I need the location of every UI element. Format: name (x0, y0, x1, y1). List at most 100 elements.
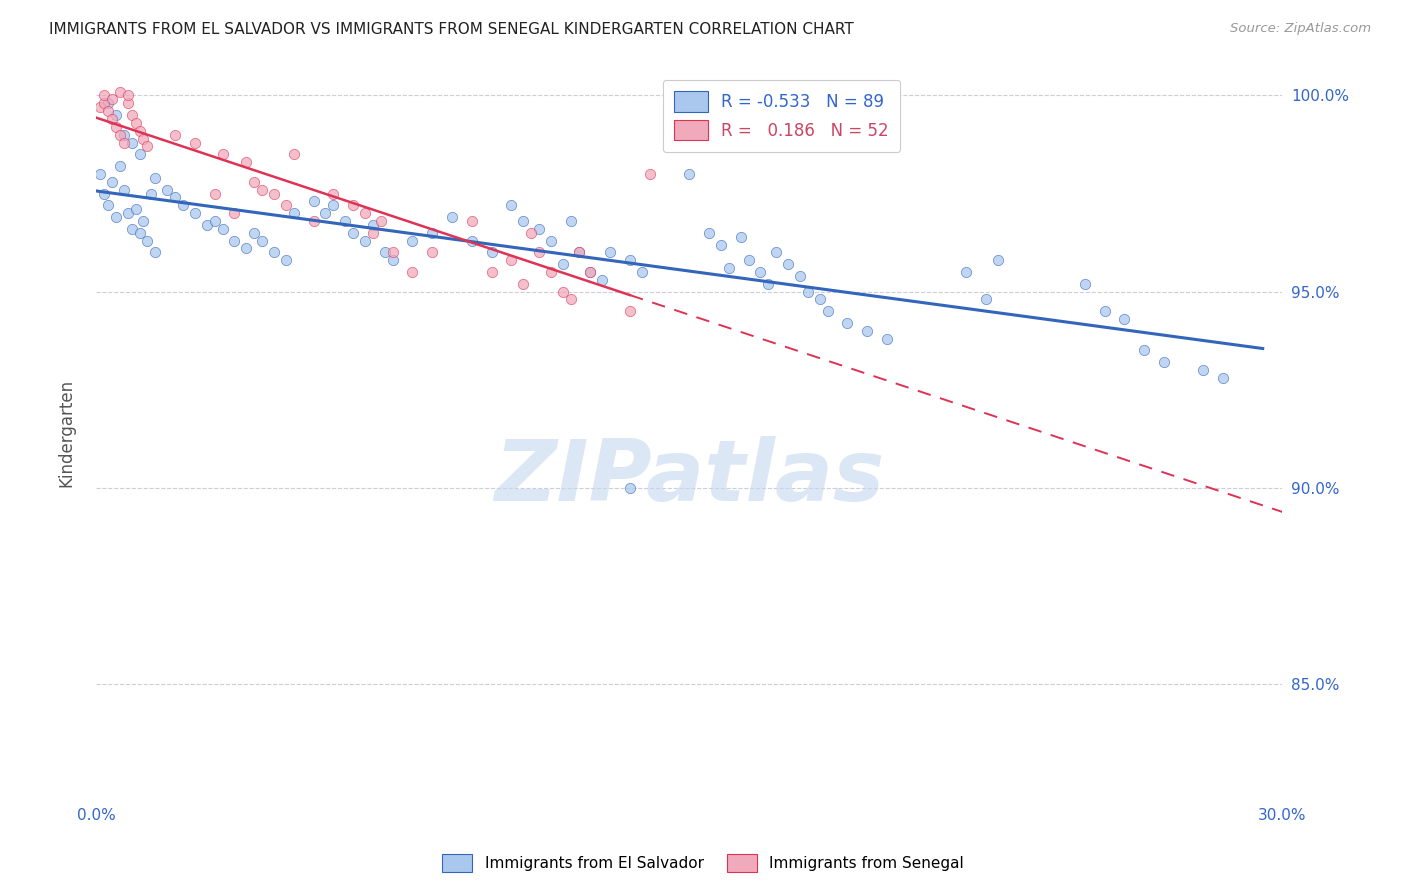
Point (440, 210, 463, 224)
Point (101, 92, 124, 106)
Text: Source: ZipAtlas.com: Source: ZipAtlas.com (1230, 22, 1371, 36)
Point (619, 481, 641, 495)
Point (1133, 343, 1156, 358)
Point (381, 253, 404, 268)
Point (401, 234, 423, 248)
Point (527, 222, 550, 236)
Point (540, 265, 562, 279)
Point (211, 147, 233, 161)
Point (619, 304, 641, 318)
Point (314, 206, 336, 220)
Point (89, 100, 111, 114)
Point (322, 186, 344, 201)
Point (560, 293, 582, 307)
Point (374, 245, 396, 260)
Point (560, 214, 582, 228)
Point (165, 190, 187, 204)
Point (322, 198, 344, 212)
Point (97, 104, 120, 119)
Point (697, 226, 720, 240)
Point (737, 253, 759, 268)
Point (1153, 355, 1175, 369)
Point (354, 234, 377, 248)
Point (112, 183, 135, 197)
Point (302, 214, 325, 228)
Point (235, 242, 257, 256)
Point (283, 147, 305, 161)
Point (128, 124, 150, 138)
Point (730, 229, 752, 244)
Point (551, 257, 574, 271)
Point (156, 183, 179, 197)
Point (121, 222, 143, 236)
Point (93, 96, 115, 111)
Point (165, 128, 187, 142)
Point (112, 128, 135, 142)
Point (1212, 371, 1234, 385)
Point (481, 245, 503, 260)
Point (204, 186, 226, 201)
Point (243, 226, 266, 240)
Point (778, 257, 800, 271)
Point (512, 214, 534, 228)
Point (224, 234, 246, 248)
Point (817, 304, 839, 318)
Text: IMMIGRANTS FROM EL SALVADOR VS IMMIGRANTS FROM SENEGAL KINDERGARTEN CORRELATION : IMMIGRANTS FROM EL SALVADOR VS IMMIGRANT… (49, 22, 853, 37)
Point (333, 214, 356, 228)
Point (274, 253, 297, 268)
Y-axis label: Kindergarten: Kindergarten (58, 379, 75, 487)
Point (1192, 363, 1215, 377)
Point (204, 214, 226, 228)
Point (354, 206, 377, 220)
Point (108, 128, 131, 142)
Point (527, 245, 550, 260)
Point (104, 120, 127, 134)
Point (302, 194, 325, 209)
Point (370, 214, 392, 228)
Point (837, 316, 859, 330)
Point (117, 88, 139, 103)
Point (579, 265, 602, 279)
Point (263, 186, 285, 201)
Point (749, 265, 772, 279)
Point (361, 226, 384, 240)
Text: ZIPatlas: ZIPatlas (494, 435, 884, 518)
Legend: R = -0.533   N = 89, R =   0.186   N = 52: R = -0.533 N = 89, R = 0.186 N = 52 (662, 79, 900, 153)
Point (974, 293, 997, 307)
Point (579, 265, 602, 279)
Point (955, 265, 977, 279)
Point (361, 218, 384, 232)
Point (124, 116, 146, 130)
Point (789, 268, 811, 283)
Point (128, 147, 150, 161)
Point (283, 206, 305, 220)
Point (195, 218, 218, 232)
Point (108, 85, 131, 99)
Point (1114, 312, 1136, 326)
Point (108, 159, 131, 173)
Point (263, 245, 285, 260)
Point (97, 96, 120, 111)
Point (1074, 277, 1097, 291)
Point (112, 136, 135, 150)
Point (143, 170, 166, 185)
Point (630, 265, 652, 279)
Point (101, 112, 124, 126)
Point (501, 253, 523, 268)
Point (756, 277, 779, 291)
Point (104, 108, 127, 122)
Point (132, 214, 155, 228)
Point (184, 136, 207, 150)
Point (540, 234, 562, 248)
Point (678, 167, 700, 181)
Point (124, 202, 146, 217)
Point (599, 245, 621, 260)
Point (876, 332, 898, 346)
Legend: Immigrants from El Salvador, Immigrants from Senegal: Immigrants from El Salvador, Immigrants … (434, 846, 972, 880)
Point (501, 198, 523, 212)
Point (461, 234, 484, 248)
Point (987, 253, 1010, 268)
Point (143, 245, 166, 260)
Point (117, 96, 139, 111)
Point (250, 183, 273, 197)
